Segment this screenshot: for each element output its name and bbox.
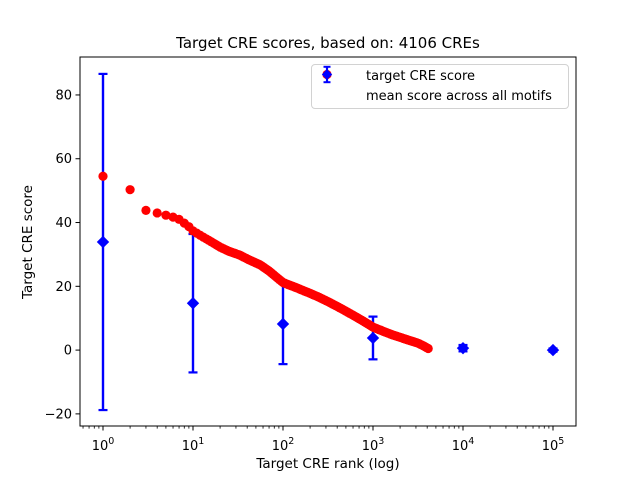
red-scatter-point <box>98 171 108 181</box>
red-scatter-point <box>141 205 151 216</box>
legend-label: mean score across all motifs <box>366 89 552 104</box>
legend-label: target CRE score <box>366 69 476 84</box>
mean-score-errorbars <box>98 72 558 412</box>
x-axis-tick-label: 100 <box>92 436 115 454</box>
x-axis-tick-label: 101 <box>182 436 205 454</box>
red-scatter-point <box>423 343 433 354</box>
y-axis-tick-label: −20 <box>45 407 72 422</box>
x-axis-tick-label: 103 <box>362 436 385 454</box>
x-axis-tick-label: 102 <box>272 436 295 454</box>
blue-diamond-errorbar-marker-icon <box>318 65 358 106</box>
blue-diamond-marker <box>96 235 110 249</box>
blue-diamond-marker <box>366 331 380 345</box>
y-axis-tick-label: 80 <box>55 88 72 103</box>
y-axis-tick-label: 0 <box>64 344 72 359</box>
mean-score-diamonds <box>96 235 560 357</box>
blue-diamond-marker <box>186 297 200 310</box>
red-scatter-point <box>152 208 162 218</box>
y-axis-tick-label: 60 <box>55 152 72 167</box>
red-scatter-point <box>125 185 135 195</box>
legend-item-mean-score: mean score across all motifs <box>318 65 562 106</box>
y-axis-tick-label: 20 <box>55 280 72 295</box>
chart-title: Target CRE scores, based on: 4106 CREs <box>176 34 480 52</box>
plot-frame <box>79 56 577 427</box>
x-axis-tick-label: 104 <box>452 436 475 454</box>
blue-diamond-marker <box>456 341 470 355</box>
legend-item-target-score: target CRE score <box>318 67 562 86</box>
y-axis-tick-label: 40 <box>55 216 72 231</box>
blue-diamond-marker <box>276 317 290 331</box>
red-scatter-point <box>161 210 171 220</box>
legend: target CRE score mean score across all m… <box>311 64 569 109</box>
x-axis-label: Target CRE rank (log) <box>256 456 400 472</box>
target-score-points <box>98 171 433 354</box>
blue-diamond-marker <box>546 343 560 357</box>
x-axis-tick-label: 105 <box>542 436 565 454</box>
y-axis-label: Target CRE score <box>20 185 36 299</box>
